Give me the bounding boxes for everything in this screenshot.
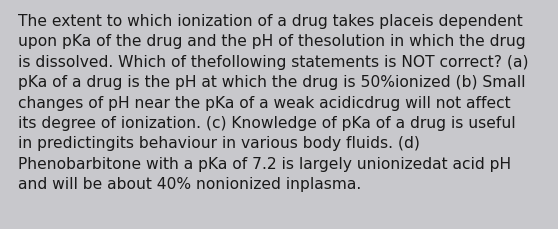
Text: The extent to which ionization of a drug takes placeis dependent
upon pKa of the: The extent to which ionization of a drug… [18, 14, 528, 191]
